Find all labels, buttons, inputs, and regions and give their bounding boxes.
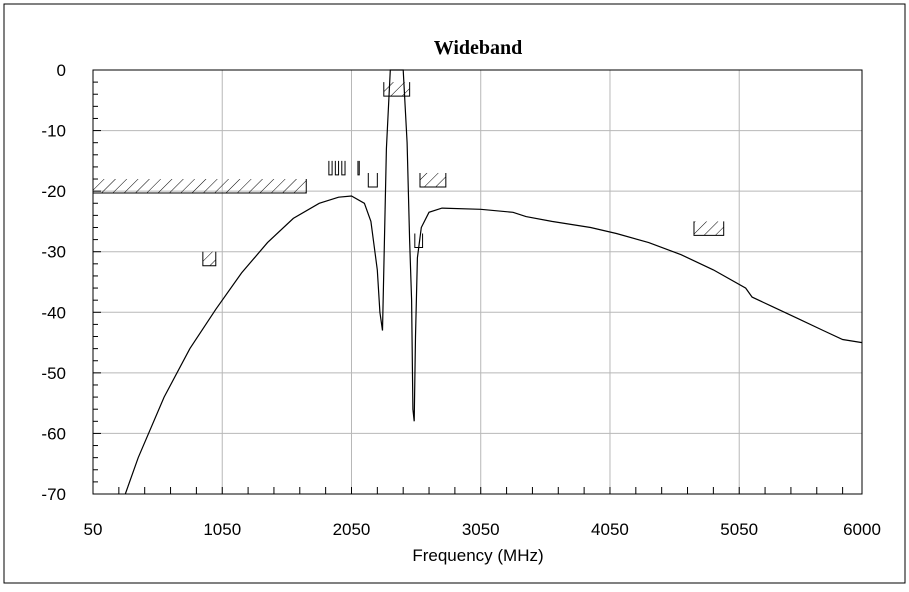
outer-border — [3, 3, 906, 584]
x-tick-labels: 50 1050 2050 3050 4050 5050 6000 — [84, 520, 881, 539]
plot-border — [92, 69, 863, 495]
mask-segment — [383, 82, 411, 97]
x-tick-label: 3050 — [462, 520, 500, 539]
mask-hatch — [383, 82, 410, 97]
data-line — [124, 69, 863, 495]
mask-segment — [419, 172, 447, 188]
y-tick-label: -20 — [41, 182, 66, 201]
y-tick-label: -60 — [41, 424, 66, 443]
mask-segment — [693, 221, 725, 236]
mask-layer — [92, 82, 725, 267]
x-tick-label: 2050 — [333, 520, 371, 539]
y-tick-label: -50 — [41, 364, 66, 383]
y-tick-label: -10 — [41, 122, 66, 141]
mask-segment — [328, 160, 333, 176]
mask-segment — [367, 172, 378, 188]
mask-segment — [341, 160, 346, 176]
y-tick-label: 0 — [57, 61, 66, 80]
tick-layer — [93, 69, 844, 495]
mask-segment — [334, 160, 340, 176]
chart-title: Wideband — [434, 37, 523, 59]
x-axis-label: Frequency (MHz) — [412, 546, 543, 565]
x-tick-label: 6000 — [843, 520, 881, 539]
y-tick-labels: 0 -10 -20 -30 -40 -50 -60 -70 — [41, 61, 66, 504]
x-tick-label: 4050 — [591, 520, 629, 539]
mask-hatch — [202, 251, 216, 266]
series-layer — [124, 69, 863, 495]
mask-hatch — [693, 221, 724, 236]
y-tick-label: -30 — [41, 243, 66, 262]
y-tick-label: -70 — [41, 485, 66, 504]
y-tick-label: -40 — [41, 303, 66, 322]
x-tick-label: 1050 — [203, 520, 241, 539]
mask-hatch — [419, 172, 446, 187]
x-tick-label: 50 — [84, 520, 103, 539]
mask-segment — [202, 251, 217, 267]
mask-segment — [357, 160, 360, 176]
mask-hatch — [93, 179, 307, 194]
x-tick-label: 5050 — [720, 520, 758, 539]
grid — [93, 70, 862, 494]
